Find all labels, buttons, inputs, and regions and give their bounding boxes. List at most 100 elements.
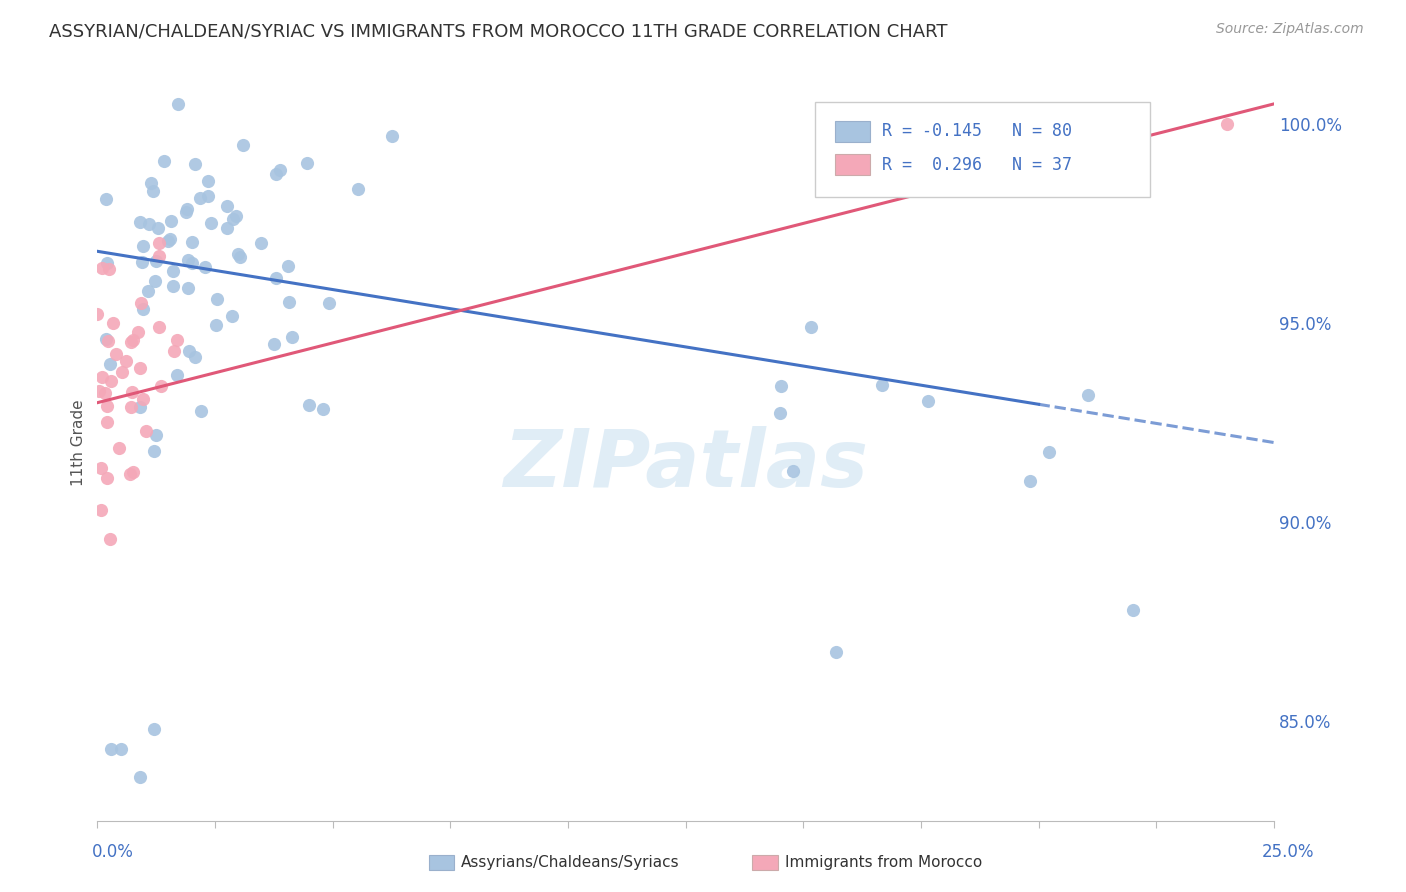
Point	[266, 271, 288, 285]
Text: R =  0.296   N = 37: R = 0.296 N = 37	[882, 156, 1073, 174]
Point	[177, 252, 200, 267]
Text: Assyrians/Chaldeans/Syriacs: Assyrians/Chaldeans/Syriacs	[461, 855, 679, 870]
Point	[250, 236, 273, 251]
Point	[121, 333, 143, 347]
Point	[110, 742, 132, 756]
Point	[96, 192, 118, 206]
Point	[277, 294, 299, 309]
Point	[98, 357, 121, 371]
Point	[157, 235, 180, 249]
FancyBboxPatch shape	[835, 120, 870, 142]
Point	[101, 316, 124, 330]
Point	[120, 335, 142, 350]
Point	[96, 332, 118, 346]
Text: Immigrants from Morocco: Immigrants from Morocco	[785, 855, 981, 870]
Point	[782, 464, 804, 478]
Point	[98, 532, 121, 546]
Text: ASSYRIAN/CHALDEAN/SYRIAC VS IMMIGRANTS FROM MOROCCO 11TH GRADE CORRELATION CHART: ASSYRIAN/CHALDEAN/SYRIAC VS IMMIGRANTS F…	[49, 22, 948, 40]
Point	[800, 319, 823, 334]
Point	[90, 461, 112, 475]
Point	[96, 399, 118, 413]
Point	[146, 221, 169, 235]
Point	[197, 174, 219, 188]
Point	[176, 202, 198, 216]
Point	[91, 260, 114, 275]
Point	[264, 167, 287, 181]
Point	[200, 216, 222, 230]
Point	[148, 235, 170, 250]
Point	[129, 295, 152, 310]
Text: 25.0%: 25.0%	[1263, 843, 1315, 861]
Point	[90, 503, 112, 517]
Point	[190, 404, 212, 418]
Point	[132, 392, 155, 406]
Text: ZIPatlas: ZIPatlas	[503, 426, 868, 504]
Point	[277, 259, 299, 273]
Point	[96, 471, 118, 485]
Point	[1018, 474, 1040, 488]
Point	[222, 212, 245, 227]
Point	[139, 176, 162, 190]
Point	[197, 189, 219, 203]
Point	[318, 296, 340, 310]
Point	[94, 386, 117, 401]
Point	[98, 262, 121, 277]
Point	[162, 279, 184, 293]
Point	[217, 221, 239, 235]
Point	[135, 424, 157, 438]
Point	[207, 292, 229, 306]
Point	[96, 415, 118, 429]
Point	[770, 379, 793, 393]
Point	[1077, 388, 1099, 402]
Point	[86, 308, 108, 322]
Text: 0.0%: 0.0%	[91, 843, 134, 861]
Point	[870, 378, 893, 392]
Point	[180, 255, 202, 269]
Point	[120, 467, 142, 482]
Text: R = -0.145   N = 80: R = -0.145 N = 80	[882, 122, 1073, 140]
Point	[166, 368, 188, 382]
Point	[145, 427, 167, 442]
Point	[215, 199, 238, 213]
Point	[232, 137, 254, 152]
FancyBboxPatch shape	[835, 154, 870, 176]
Point	[188, 190, 211, 204]
Point	[97, 334, 120, 348]
Point	[176, 205, 198, 219]
Point	[128, 770, 150, 784]
Point	[269, 162, 291, 177]
Point	[769, 406, 792, 420]
Point	[142, 184, 165, 198]
Point	[825, 645, 848, 659]
Point	[221, 310, 243, 324]
Point	[100, 742, 122, 756]
Point	[346, 182, 368, 196]
Point	[138, 217, 160, 231]
Point	[153, 153, 176, 168]
Point	[917, 394, 939, 409]
Point	[281, 330, 304, 344]
Point	[131, 254, 153, 268]
Point	[166, 333, 188, 347]
Y-axis label: 11th Grade: 11th Grade	[72, 400, 86, 486]
Point	[110, 365, 132, 379]
Point	[298, 398, 321, 412]
Point	[132, 302, 155, 317]
Point	[150, 378, 173, 392]
Point	[115, 354, 138, 368]
Point	[183, 157, 205, 171]
Point	[162, 264, 184, 278]
Point	[160, 214, 183, 228]
Point	[128, 400, 150, 414]
Point	[163, 344, 186, 359]
Point	[121, 465, 143, 479]
Point	[1122, 603, 1144, 617]
Point	[132, 239, 155, 253]
Point	[142, 444, 165, 458]
Text: Source: ZipAtlas.com: Source: ZipAtlas.com	[1216, 22, 1364, 37]
FancyBboxPatch shape	[815, 102, 1150, 196]
Point	[381, 128, 404, 143]
Point	[121, 385, 143, 400]
Point	[127, 325, 149, 339]
Point	[166, 96, 188, 111]
